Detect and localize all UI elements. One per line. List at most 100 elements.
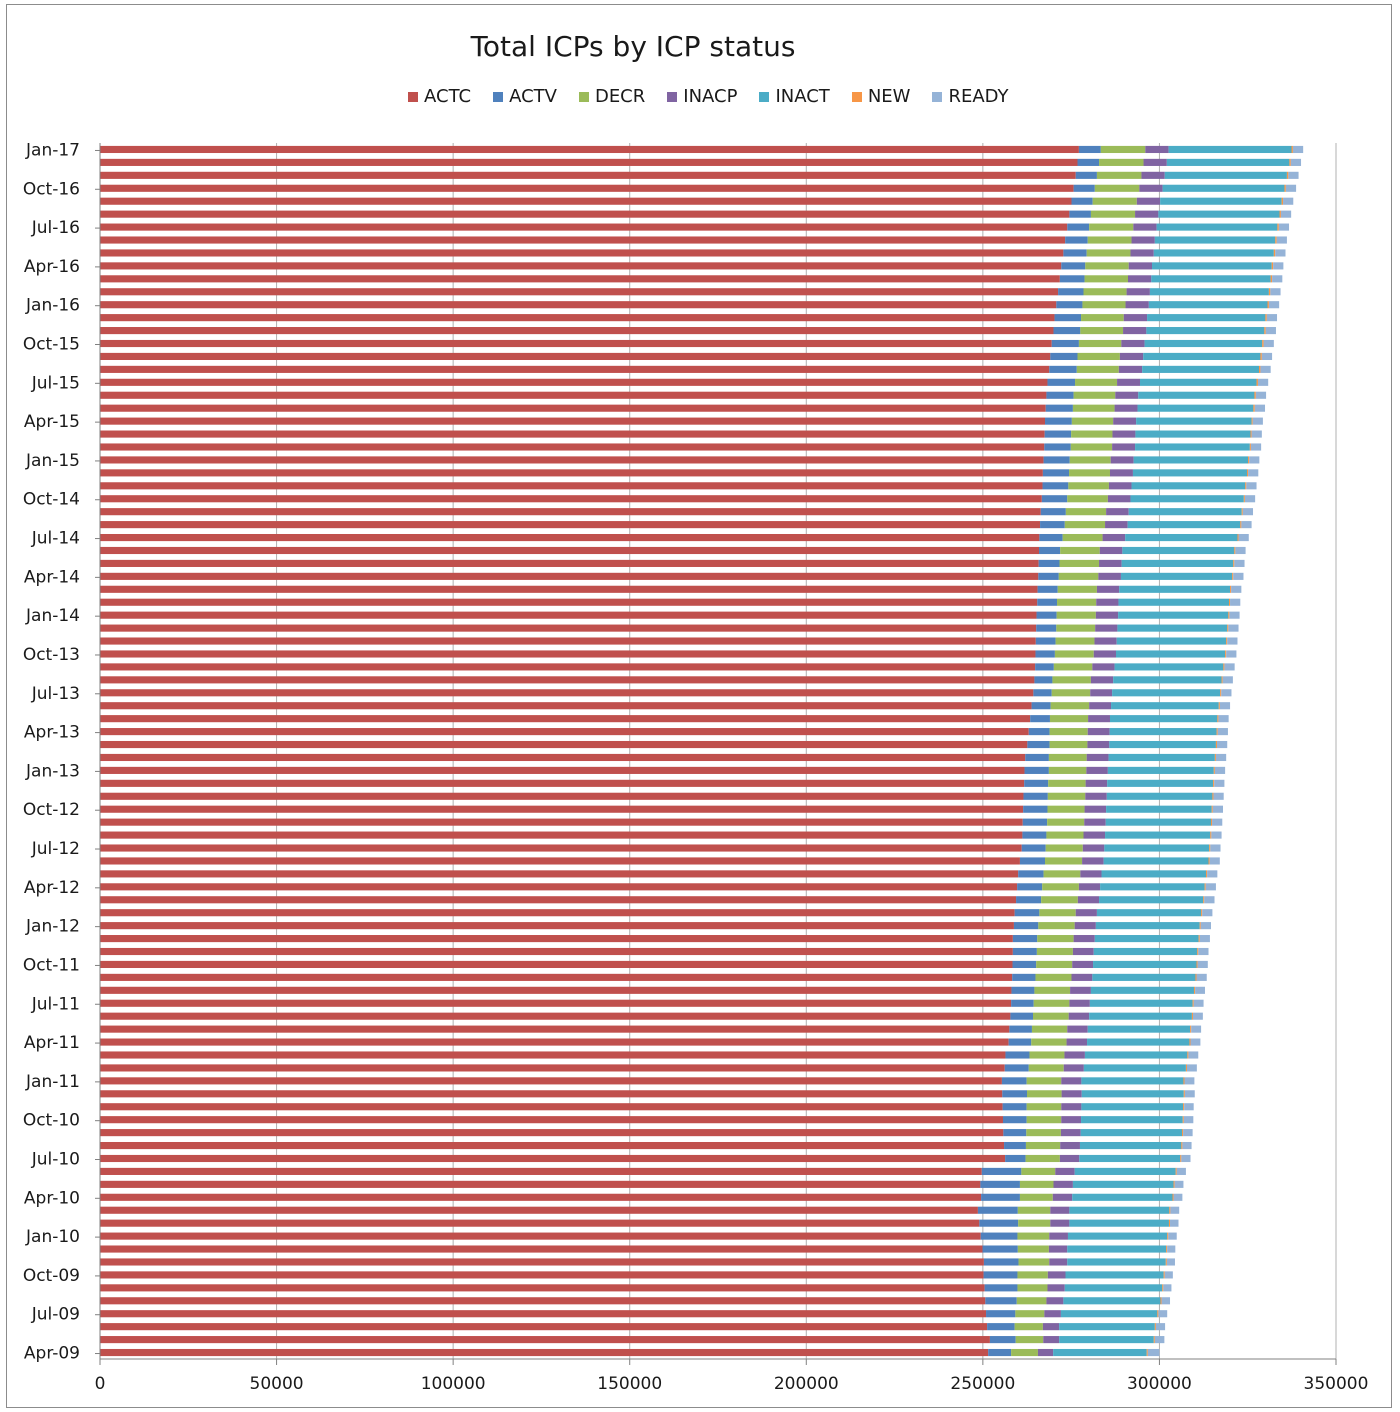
bar-segment-new [1213,779,1215,787]
bar-segment-inacp [1061,1090,1082,1098]
bar-segment-inact [1087,1025,1191,1033]
bar-segment-decr [1049,728,1088,736]
bar-segment-decr [1067,495,1108,503]
bar-segment-decr [1027,1090,1062,1098]
bar-segment-ready [1275,249,1286,257]
bar-segment-ready [1270,288,1281,296]
bar-segment-inact [1105,818,1211,826]
bar-segment-actc [100,857,1020,865]
bar-segment-inact [1090,986,1195,994]
bar-segment-actc [100,715,1031,723]
bar-segment-decr [1048,753,1087,762]
bar-segment-actc [100,676,1035,684]
bar-segment-decr [1041,896,1078,904]
x-tick-label: 150000 [597,1374,662,1394]
bar-segment-decr [1016,1297,1047,1305]
bar-segment-ready [1266,314,1278,322]
bar-segment-actc [100,236,1066,244]
bar-segment-actv [1019,857,1046,865]
bar-segment-inact [1067,1258,1166,1266]
bar-segment-decr [1087,236,1132,244]
bar-segment-inact [1142,365,1260,373]
bar-segment-decr [1090,210,1136,218]
bar-segment-ready [1184,1077,1195,1085]
bar-segment-actc [100,663,1036,671]
bar-segment-inacp [1087,728,1110,736]
bar-segment-actc [100,999,1012,1007]
bar-segment-inacp [1123,314,1148,322]
bar-segment-decr [1062,533,1103,542]
bar-segment-actv [1041,495,1068,503]
bar-segment-inacp [1141,171,1165,179]
bar-segment-inact [1087,1038,1190,1046]
bar-segment-actc [100,1064,1005,1072]
bar-segment-new [1218,702,1220,710]
bar-segment-decr [1017,1245,1049,1253]
y-tick-label: Jul-09 [31,1305,80,1325]
bar-segment-decr [1046,831,1084,839]
bar-segment-ready [1265,327,1276,335]
bar-segment-inact [1116,637,1227,645]
bar-segment-decr [1017,1232,1050,1240]
bar-segment-inact [1147,314,1266,322]
bar-segment-decr [1096,171,1142,179]
bar-segment-new [1154,1323,1156,1331]
bar-segment-inacp [1064,1051,1085,1059]
bar-segment-inact [1109,715,1218,723]
bar-segment-actv [1042,469,1070,477]
bar-segment-ready [1257,378,1269,386]
bar-segment-actv [1071,197,1093,205]
bar-segment-inact [1146,327,1265,335]
bar-segment-new [1248,456,1250,464]
bar-segment-decr [1042,883,1079,891]
bar-segment-inact [1072,1193,1173,1201]
y-tick-label: Jan-10 [25,1227,80,1247]
legend-swatch [932,91,943,102]
bar-segment-actc [100,1219,980,1227]
bar-segment-actc [100,521,1041,529]
bar-segment-decr [1082,301,1126,309]
chart-legend: ACTC ACTV DECR INACP INACT NEW READY [408,86,1009,107]
bar-segment-actv [988,1348,1012,1357]
bar-segment-inacp [1049,1232,1068,1240]
bar-segment-decr [1037,935,1074,943]
bar-segment-ready [1228,624,1239,632]
bar-segment-actc [100,960,1013,969]
bar-segment-ready [1213,792,1224,800]
y-tick-label: Oct-09 [23,1266,80,1286]
bar-segment-actv [1005,1154,1026,1163]
bar-segment-decr [1059,559,1100,567]
bar-segment-actv [1067,223,1090,231]
bar-segment-actv [1022,818,1048,826]
bar-segment-actc [100,792,1024,800]
bar-segment-inacp [1086,766,1108,774]
y-tick-label: Apr-11 [24,1033,80,1053]
bar-segment-inact [1084,1051,1188,1059]
bar-segment-new [1204,883,1206,891]
bar-segment-actc [100,508,1041,516]
bar-segment-decr [1031,1038,1067,1046]
bar-segment-new [1223,663,1225,671]
bar-segment-new [1256,378,1258,386]
bar-segment-ready [1200,922,1211,930]
bar-segment-actv [1009,1025,1032,1033]
bar-segment-actv [1023,792,1048,800]
bar-segment-new [1254,391,1256,399]
bar-segment-ready [1195,986,1205,994]
bar-segment-inacp [1105,521,1128,529]
bar-segment-inacp [1071,973,1093,981]
bar-segment-new [1259,365,1261,373]
bar-segment-actc [100,1232,981,1240]
bar-segment-decr [1078,339,1122,348]
bar-segment-inacp [1089,702,1112,710]
bar-segment-actv [1037,585,1058,593]
bar-segment-new [1286,171,1289,179]
bar-segment-ready [1235,546,1246,555]
bar-segment-actc [100,637,1036,645]
bar-segment-decr [1085,262,1129,270]
bar-segment-actc [100,909,1015,917]
bar-segment-actv [1034,676,1053,684]
bar-segment-inacp [1110,456,1134,464]
bar-segment-actv [1010,1012,1034,1020]
bar-segment-actv [1021,844,1046,852]
